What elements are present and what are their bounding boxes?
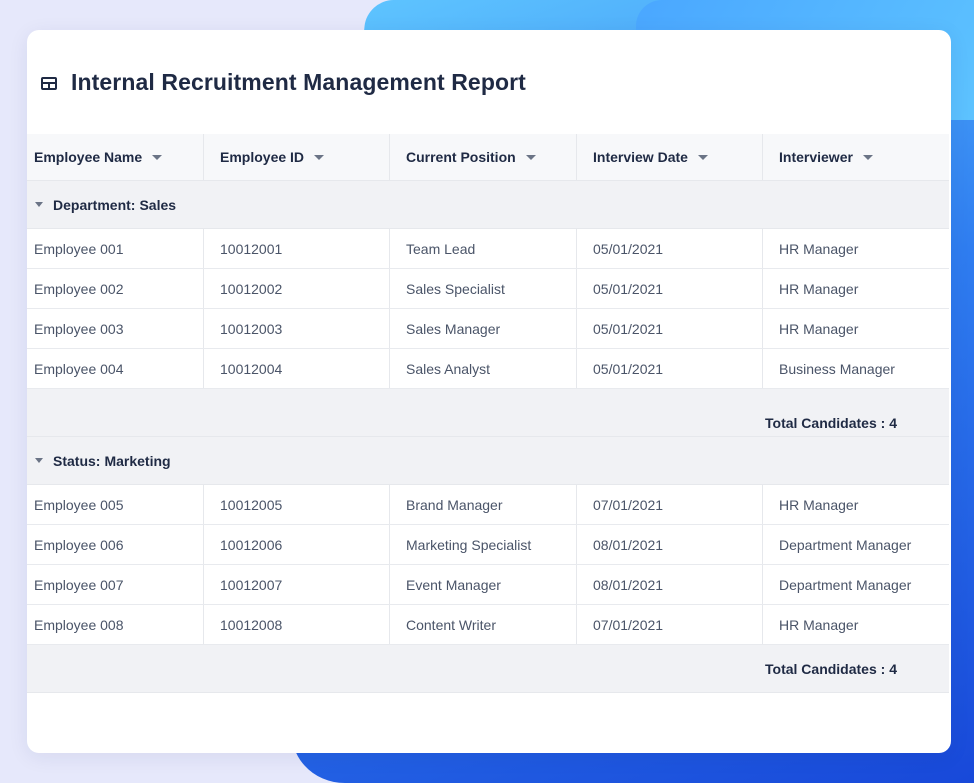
cell-current-position: Marketing Specialist <box>390 525 577 564</box>
cell-employee-id: 10012001 <box>204 229 390 268</box>
column-header-label: Interview Date <box>593 149 688 165</box>
column-header-employee-name[interactable]: Employee Name <box>27 134 204 180</box>
cell-interviewer: Business Manager <box>779 360 895 377</box>
group-value: Sales <box>139 196 177 213</box>
cell-employee-name: Employee 007 <box>27 565 204 604</box>
cell-interviewer: HR Manager <box>779 320 859 337</box>
cell-employee-id: 10012007 <box>204 565 390 604</box>
cell-employee-id: 10012006 <box>204 525 390 564</box>
report-card: Internal Recruitment Management Report E… <box>27 30 951 753</box>
column-header-label: Current Position <box>406 149 516 165</box>
cell-interview-date: 08/01/2021 <box>577 525 763 564</box>
table-row[interactable]: Employee 007 10012007 Event Manager 08/0… <box>27 565 949 605</box>
column-header-row: Employee Name Employee ID Current Positi… <box>27 134 949 181</box>
cell-current-position: Sales Specialist <box>390 269 577 308</box>
group-header-sales[interactable]: Department: Sales <box>27 181 949 229</box>
table-row[interactable]: Employee 001 10012001 Team Lead 05/01/20… <box>27 229 949 269</box>
table-row[interactable]: Employee 006 10012006 Marketing Speciali… <box>27 525 949 565</box>
cell-employee-name: Employee 004 <box>27 349 204 388</box>
group-value: Marketing <box>104 452 171 469</box>
group-label: Department: <box>53 196 136 213</box>
column-header-label: Employee ID <box>220 149 305 165</box>
group-summary-row: Total Candidates : 4 <box>27 645 949 693</box>
table-row[interactable]: Employee 005 10012005 Brand Manager 07/0… <box>27 485 949 525</box>
cell-interviewer: HR Manager <box>779 496 859 513</box>
column-header-label: Employee Name <box>34 149 143 165</box>
table-row[interactable]: Employee 003 10012003 Sales Manager 05/0… <box>27 309 949 349</box>
cell-interviewer: HR Manager <box>779 240 859 257</box>
group-header-marketing[interactable]: Status: Marketing <box>27 437 949 485</box>
group-label: Status: <box>53 452 101 469</box>
group-summary-row: Total Candidates : 4 <box>27 389 949 437</box>
column-header-employee-id[interactable]: Employee ID <box>204 134 390 180</box>
column-header-interviewer[interactable]: Interviewer <box>763 134 949 180</box>
caret-down-icon[interactable] <box>862 154 873 160</box>
group-total-candidates: Total Candidates : 4 <box>765 415 897 431</box>
group-total-candidates: Total Candidates : 4 <box>765 660 897 677</box>
column-header-interview-date[interactable]: Interview Date <box>577 134 763 180</box>
cell-interviewer: HR Manager <box>779 280 859 297</box>
cell-employee-name: Employee 003 <box>27 309 204 348</box>
caret-down-icon[interactable] <box>697 154 708 160</box>
cell-interview-date: 07/01/2021 <box>577 605 763 644</box>
cell-employee-id: 10012004 <box>204 349 390 388</box>
cell-current-position: Team Lead <box>390 229 577 268</box>
cell-current-position: Sales Manager <box>390 309 577 348</box>
cell-employee-id: 10012003 <box>204 309 390 348</box>
cell-interview-date: 05/01/2021 <box>577 229 763 268</box>
report-header: Internal Recruitment Management Report <box>27 30 951 134</box>
report-grid: Employee Name Employee ID Current Positi… <box>27 134 949 693</box>
caret-down-icon[interactable] <box>525 154 536 160</box>
cell-current-position: Event Manager <box>390 565 577 604</box>
table-row[interactable]: Employee 004 10012004 Sales Analyst 05/0… <box>27 349 949 389</box>
cell-current-position: Brand Manager <box>390 485 577 524</box>
cell-employee-name: Employee 002 <box>27 269 204 308</box>
cell-interview-date: 05/01/2021 <box>577 309 763 348</box>
column-header-label: Interviewer <box>779 149 853 165</box>
cell-interview-date: 07/01/2021 <box>577 485 763 524</box>
caret-down-icon[interactable] <box>35 458 43 463</box>
cell-employee-id: 10012005 <box>204 485 390 524</box>
cell-current-position: Content Writer <box>390 605 577 644</box>
cell-employee-name: Employee 008 <box>27 605 204 644</box>
table-icon <box>41 76 57 90</box>
cell-interview-date: 08/01/2021 <box>577 565 763 604</box>
cell-current-position: Sales Analyst <box>390 349 577 388</box>
cell-interview-date: 05/01/2021 <box>577 349 763 388</box>
report-title: Internal Recruitment Management Report <box>71 68 526 95</box>
table-row[interactable]: Employee 002 10012002 Sales Specialist 0… <box>27 269 949 309</box>
cell-interviewer: HR Manager <box>779 616 859 633</box>
cell-employee-name: Employee 005 <box>27 485 204 524</box>
cell-employee-name: Employee 001 <box>27 229 204 268</box>
cell-interview-date: 05/01/2021 <box>577 269 763 308</box>
cell-interviewer: Department Manager <box>779 576 912 593</box>
table-row[interactable]: Employee 008 10012008 Content Writer 07/… <box>27 605 949 645</box>
cell-interviewer: Department Manager <box>779 536 912 553</box>
caret-down-icon[interactable] <box>314 154 325 160</box>
cell-employee-id: 10012008 <box>204 605 390 644</box>
column-header-current-position[interactable]: Current Position <box>390 134 577 180</box>
caret-down-icon[interactable] <box>152 154 163 160</box>
cell-employee-id: 10012002 <box>204 269 390 308</box>
caret-down-icon[interactable] <box>35 202 43 207</box>
cell-employee-name: Employee 006 <box>27 525 204 564</box>
